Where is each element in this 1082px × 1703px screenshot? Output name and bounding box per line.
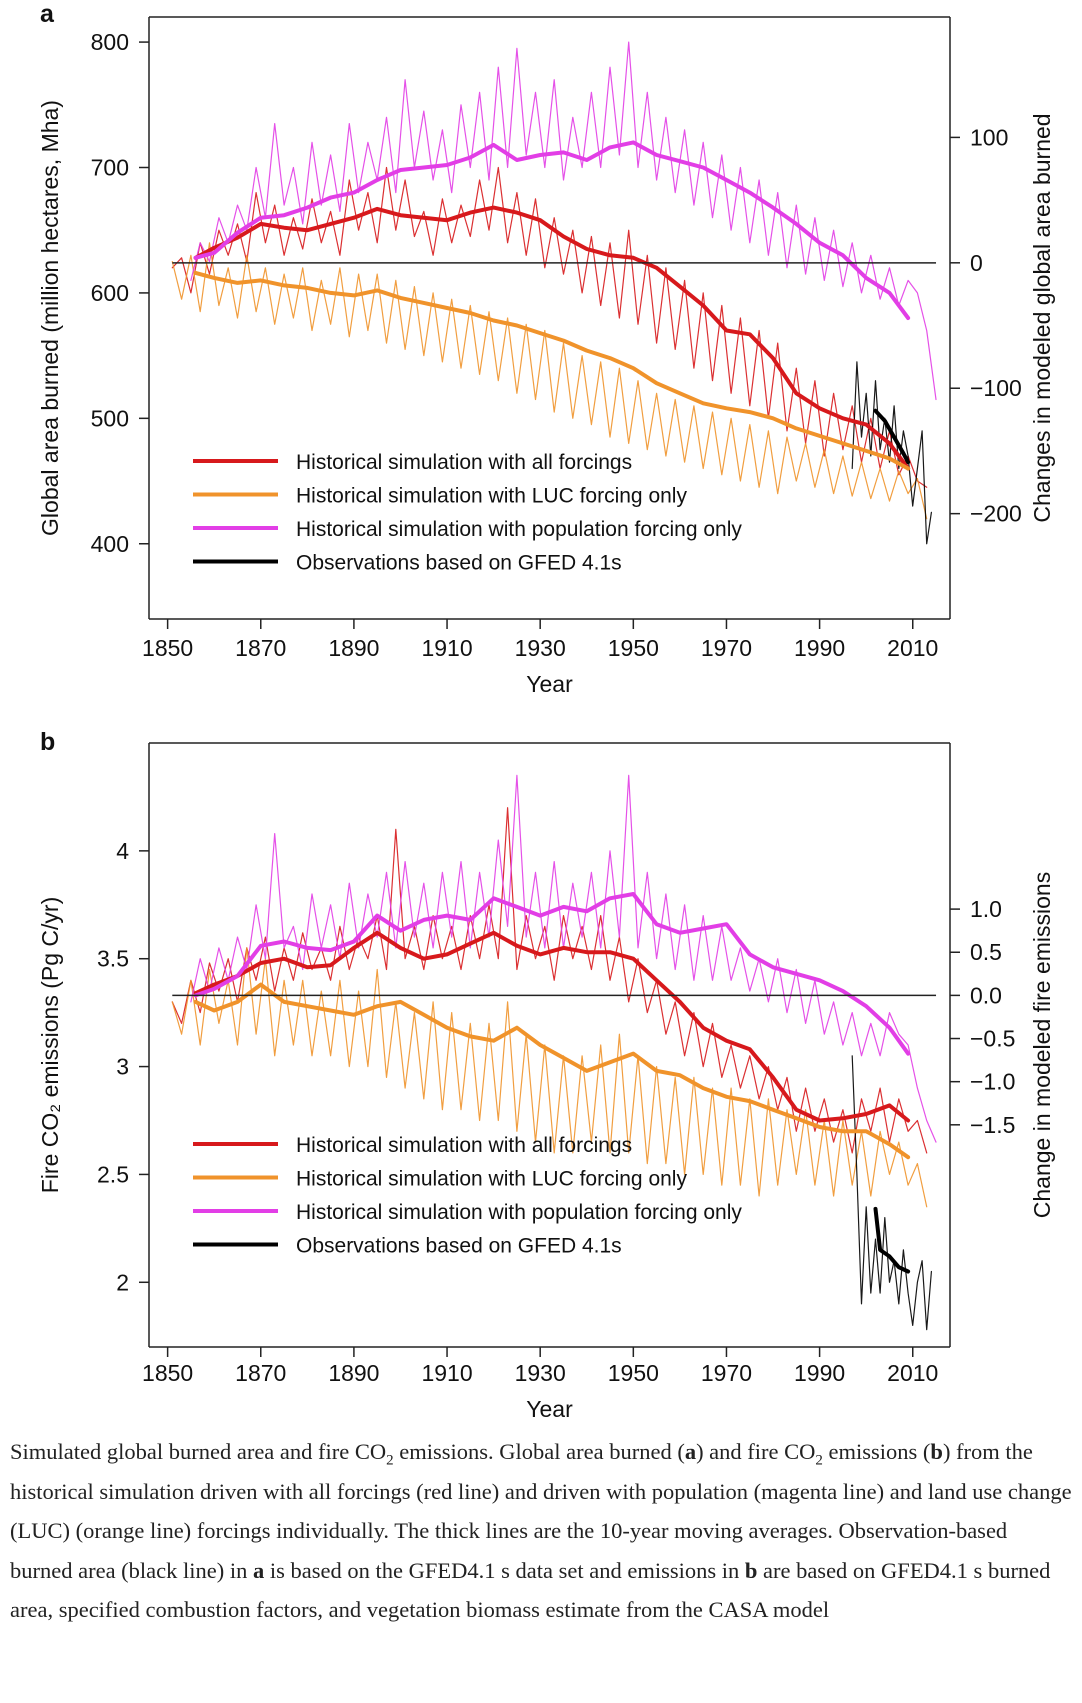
caption-text: is based on the GFED4.1 s data set and e… [264,1557,745,1583]
caption-text: are based on GFED4.1 s burned area, spec… [10,1557,1051,1623]
x-tick-label: 1910 [421,635,472,661]
x-tick-label: 1910 [421,1360,472,1386]
series-line-historical-simulation-with-all-forcings-moving-average [193,930,911,1123]
x-tick-label: 1990 [794,1360,845,1386]
caption-subscript: 2 [815,1452,823,1469]
legend-label: Historical simulation with population fo… [296,1201,742,1224]
series-line-observations-based-on-gfed-4-1s-moving-average [873,1206,911,1274]
y2-tick-label: 100 [970,124,1008,150]
y2-tick-label: 0.0 [970,982,1002,1008]
caption-text: ) from the historical simulation driven … [10,1439,1072,1583]
x-tick-label: 1870 [235,1360,286,1386]
y2-tick-label: 1.0 [970,896,1002,922]
series-line-observations-based-on-gfed-4-1s-annual [851,1055,933,1331]
x-tick-label: 1970 [701,1360,752,1386]
legend-label: Historical simulation with LUC forcing o… [296,485,687,508]
x-tick-label: 1930 [515,1360,566,1386]
series-line-historical-simulation-with-all-forcings-moving-average [193,205,911,471]
series-line-historical-simulation-with-luc-forcing-only-annual [171,242,928,520]
series-line-historical-simulation-with-luc-forcing-only-annual [171,947,928,1208]
series-line-observations-based-on-gfed-4-1s-moving-average [873,408,911,465]
y2-axis-label: Change in modeled fire emissions [1029,872,1055,1218]
panel-label: b [40,728,55,756]
chart-panel-b: b 1850 1870 1890 1910 1930 1950 1970 1990 2010 2 2.… [37,728,1055,1422]
series-line-historical-simulation-with-population-forcing-only-annual [190,774,937,1143]
y-tick-label: 2.5 [97,1161,129,1187]
legend-label: Observations based on GFED 4.1s [296,1235,622,1258]
y-tick-label: 3.5 [97,946,129,972]
x-tick-label: 2010 [887,635,938,661]
x-tick-label: 1950 [608,1360,659,1386]
x-axis-label: Year [526,671,573,697]
y2-tick-label: 0.5 [970,939,1002,965]
y-tick-label: 700 [91,155,129,181]
x-tick-label: 1850 [142,1360,193,1386]
y2-tick-label: 0 [970,250,983,276]
y-tick-label: 4 [116,838,129,864]
caption-panel-ref: a [253,1557,265,1583]
x-tick-label: 1990 [794,635,845,661]
y-tick-label: 600 [91,280,129,306]
legend-label: Historical simulation with all forcings [296,1134,632,1157]
series-line-historical-simulation-with-population-forcing-only-moving-average [193,892,911,1056]
figure-caption: Simulated global burned area and fire CO… [10,1432,1072,1630]
y-tick-label: 400 [91,531,129,557]
y-tick-label: 2 [116,1269,129,1295]
caption-text: Simulated global burned area and fire CO [10,1439,387,1464]
caption-panel-ref: b [930,1439,943,1464]
x-tick-label: 1870 [235,635,286,661]
legend-label: Historical simulation with population fo… [296,518,742,541]
y-tick-label: 500 [91,405,129,431]
caption-text: emissions. Global area burned ( [393,1439,685,1464]
caption-text: emissions ( [822,1439,931,1464]
series-line-historical-simulation-with-population-forcing-only-moving-average [193,140,911,320]
x-tick-label: 1970 [701,635,752,661]
caption-subscript: 2 [386,1452,394,1469]
y2-tick-label: −200 [970,501,1022,527]
x-tick-label: 1890 [328,635,379,661]
y2-tick-label: −1.0 [970,1069,1015,1095]
figure: a 1850 1870 1890 1910 1930 1950 1970 1990 2010 400… [37,0,1055,1422]
x-tick-label: 1930 [515,635,566,661]
x-tick-label: 1850 [142,635,193,661]
y-tick-label: 3 [116,1054,129,1080]
series-line-historical-simulation-with-luc-forcing-only-moving-average [193,270,911,471]
x-tick-label: 1950 [608,635,659,661]
y-axis-label: Global area burned (million hectares, Mh… [37,100,63,536]
y-axis-label: Fire CO₂ emissions (Pg C/yr) [37,897,63,1193]
series-line-historical-simulation-with-all-forcings-annual [171,166,928,488]
caption-panel-ref: b [744,1557,758,1583]
legend: Historical simulation with all forcings H… [193,1134,742,1258]
x-tick-label: 1890 [328,1360,379,1386]
y2-tick-label: −0.5 [970,1026,1015,1052]
caption-text: ) and fire CO [696,1439,816,1464]
x-tick-label: 2010 [887,1360,938,1386]
legend: Historical simulation with all forcings H… [193,451,742,575]
x-axis-label: Year [526,1396,573,1422]
legend-label: Historical simulation with all forcings [296,451,632,474]
y2-tick-label: −1.5 [970,1112,1015,1138]
panel-label: a [40,0,55,28]
legend-label: Historical simulation with LUC forcing o… [296,1168,687,1191]
legend-label: Observations based on GFED 4.1s [296,552,622,575]
y2-tick-label: −100 [970,375,1022,401]
caption-panel-ref: a [684,1439,697,1464]
y2-axis-label: Changes in modeled global area burned [1029,113,1055,522]
y-tick-label: 800 [91,29,129,55]
series-line-historical-simulation-with-luc-forcing-only-moving-average [193,982,911,1160]
chart-panel-a: a 1850 1870 1890 1910 1930 1950 1970 1990 2010 400… [37,0,1055,697]
